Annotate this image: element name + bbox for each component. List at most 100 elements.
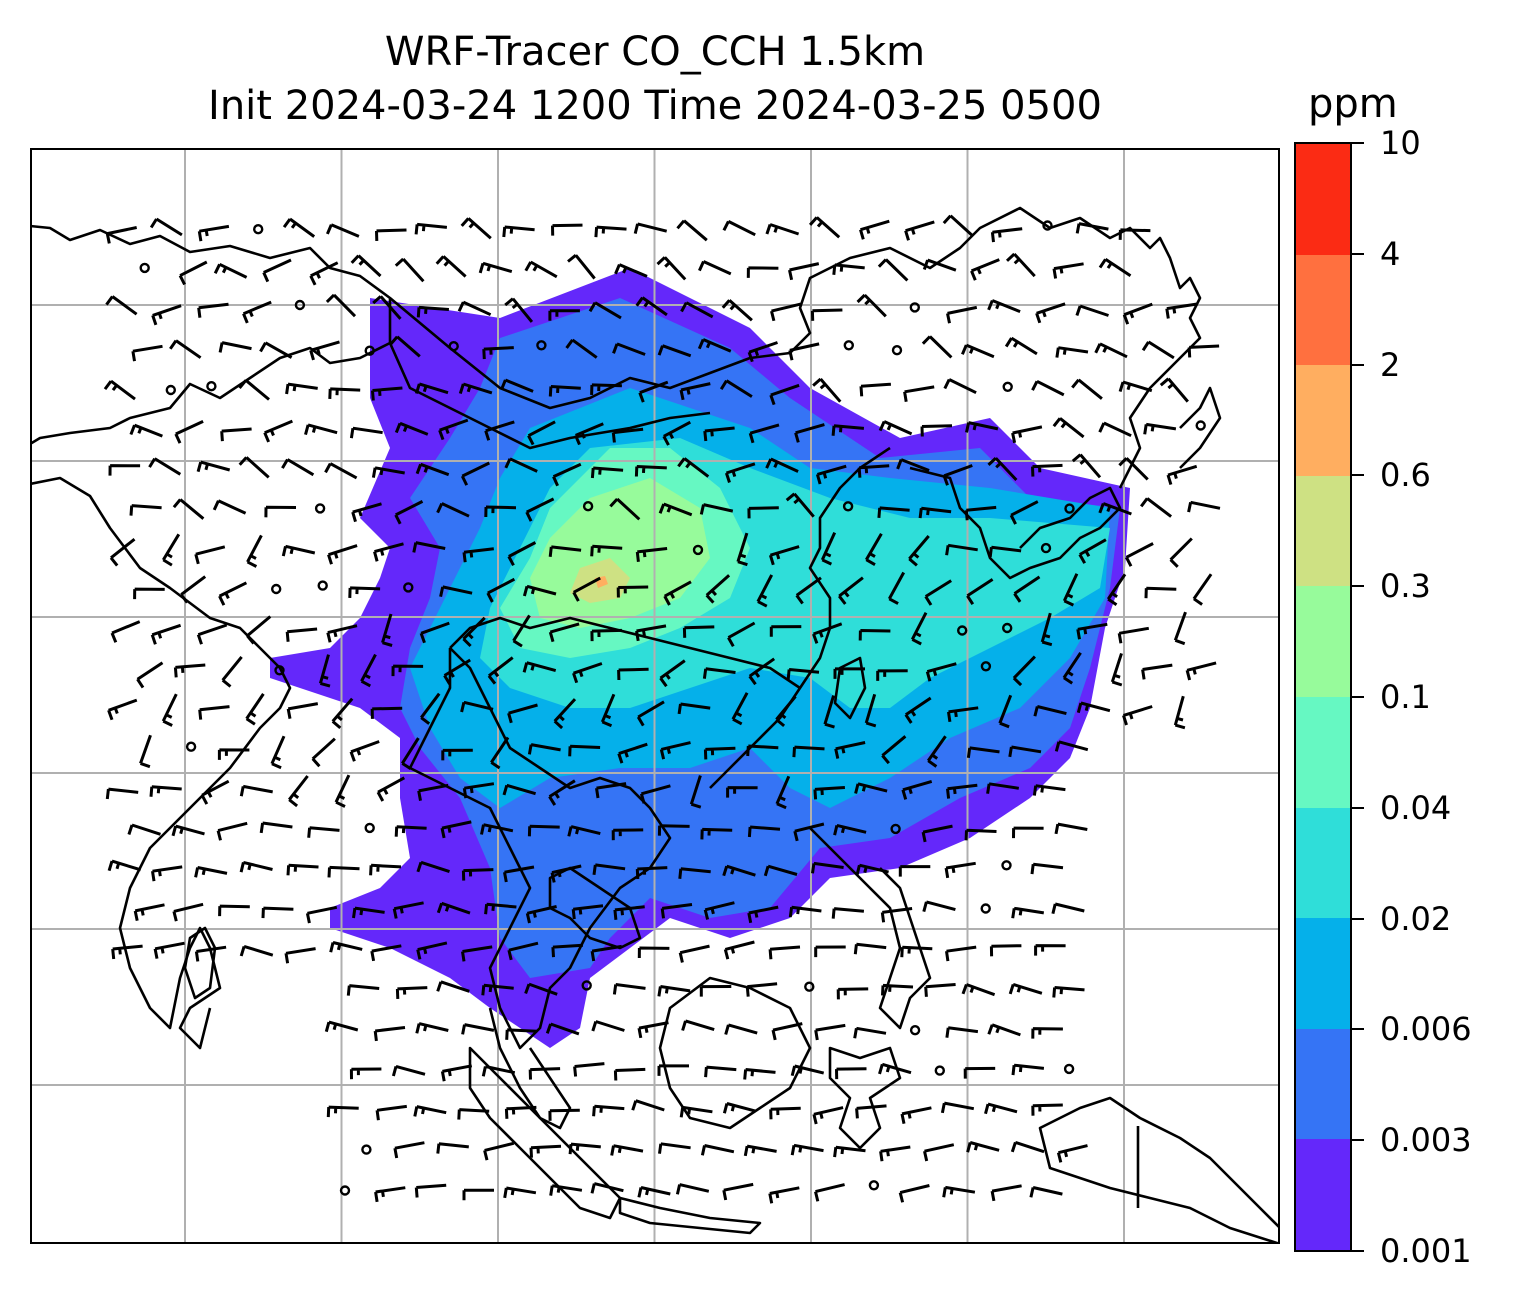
wind-barb [677, 702, 711, 715]
wind-barb [748, 423, 780, 444]
wind-barb [217, 748, 250, 760]
wind-barb [721, 299, 753, 322]
wind-barb [245, 693, 265, 726]
wind-barb [270, 735, 286, 770]
coastline-taiwan [833, 656, 867, 720]
wind-barb [831, 424, 865, 436]
wind-barb [169, 339, 202, 359]
wind-barb [926, 735, 947, 768]
wind-barb [963, 1066, 996, 1079]
calm-wind-circle [891, 344, 903, 356]
wind-barb [198, 705, 230, 720]
colorbar-swatch-9 [1296, 144, 1350, 255]
wind-barb [419, 621, 450, 644]
wind-barb [964, 828, 997, 841]
wind-barb [588, 301, 622, 320]
wind-barb [173, 663, 206, 678]
calm-wind-circle [957, 625, 968, 636]
wind-barb [441, 748, 473, 761]
wind-barb [923, 1143, 955, 1162]
wind-barb [590, 383, 622, 395]
colorbar-tick-mark [1352, 474, 1364, 477]
wind-barb [855, 1104, 887, 1119]
wind-barb [855, 863, 889, 876]
colorbar-tick-mark [1352, 696, 1364, 698]
wind-barb [639, 784, 671, 804]
wind-barb [281, 458, 315, 477]
colorbar-unit-label: ppm [1308, 81, 1398, 127]
wind-barb [503, 865, 535, 883]
wind-barb [947, 706, 979, 723]
calm-wind-circle [1002, 622, 1013, 634]
wind-barb [242, 300, 272, 324]
colorbar-swatch-3 [1296, 807, 1350, 919]
wind-barb [612, 983, 646, 995]
wind-barb [747, 341, 778, 363]
wind-barb [394, 421, 429, 436]
wind-barb [823, 695, 836, 729]
calm-wind-circle [581, 980, 592, 991]
wind-barb [853, 1026, 887, 1039]
wind-barb [697, 338, 732, 353]
wind-barb [461, 868, 494, 881]
coastline-sulawesi [828, 1046, 902, 1150]
wind-barb [371, 466, 405, 478]
wind-barb [1094, 342, 1128, 359]
wind-barb [1118, 457, 1149, 481]
wind-barb [731, 692, 749, 726]
wind-barb [678, 944, 710, 963]
wind-barb [747, 506, 779, 519]
wind-barb [769, 383, 800, 406]
wind-barb [524, 982, 558, 996]
wind-barb [504, 457, 538, 473]
wind-barb [877, 506, 910, 519]
wind-barb [326, 223, 360, 238]
coastline-china-north [389, 206, 1202, 489]
wind-barb [810, 308, 843, 321]
coastline-korea-japan [909, 466, 1122, 580]
wind-barb [901, 779, 933, 800]
wind-barb [904, 696, 932, 724]
wind-barb [1035, 302, 1066, 324]
wind-barb [788, 262, 820, 281]
wind-barb [633, 222, 668, 234]
wind-barb [746, 744, 779, 757]
wind-barb [139, 734, 152, 769]
wind-barb [942, 464, 973, 486]
calm-wind-circle [1064, 503, 1075, 514]
wind-barb [286, 702, 319, 719]
wind-barb [1062, 573, 1079, 607]
wind-barb [440, 820, 472, 839]
wind-barb [1098, 502, 1132, 516]
wind-barb [412, 541, 446, 553]
wind-barb [1075, 304, 1109, 317]
calm-wind-circle [1001, 860, 1012, 871]
wind-barb [393, 1141, 425, 1159]
wind-barb [1005, 252, 1036, 278]
wind-barb [1071, 453, 1102, 479]
wind-barb [636, 700, 665, 727]
wind-barb [1098, 258, 1132, 278]
wind-barb [763, 864, 798, 877]
wind-barb [1071, 378, 1103, 400]
wind-barb [1141, 340, 1175, 360]
wind-barb [304, 423, 338, 435]
wind-barb [571, 904, 604, 920]
colorbar-tick-mark [1352, 363, 1364, 366]
colorbar-swatch-1 [1296, 1028, 1350, 1140]
wind-barb [984, 1102, 1018, 1115]
wind-barb [663, 580, 692, 606]
calm-wind-circle [1195, 420, 1206, 431]
wind-barb [414, 222, 448, 235]
colorbar-swatch-8 [1296, 254, 1350, 366]
wind-barb [572, 662, 603, 684]
wind-barb [415, 462, 450, 477]
wind-barb [924, 983, 956, 997]
coastline-india [30, 476, 292, 1050]
wind-barb [525, 497, 555, 522]
wind-barb [879, 1145, 911, 1162]
wind-barb [748, 657, 776, 686]
wind-barb [1140, 497, 1173, 518]
wind-barb [391, 1064, 426, 1077]
wind-barb [700, 1144, 735, 1156]
